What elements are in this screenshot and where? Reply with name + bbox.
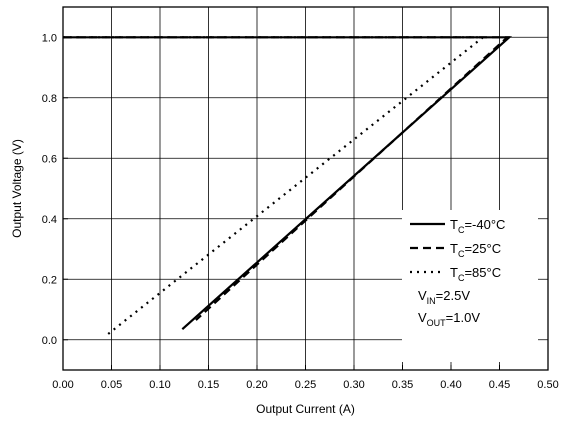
y-tick-label: 0.2 bbox=[42, 274, 57, 286]
x-tick-label: 0.00 bbox=[52, 379, 73, 391]
x-tick-label: 0.50 bbox=[537, 379, 558, 391]
series-line-dotted bbox=[63, 36, 487, 338]
x-tick-label: 0.10 bbox=[149, 379, 170, 391]
tick-labels: 0.00 0.05 0.10 0.15 0.20 0.25 0.30 0.35 0.40 0.45… bbox=[42, 32, 559, 391]
y-axis-title: Output Voltage (V) bbox=[10, 139, 24, 238]
legend: TC=-40°C TC=25°C TC=85°C VIN=2.5V VOUT=1… bbox=[402, 210, 538, 362]
legend-entry-tc-minus40: TC=-40°C bbox=[410, 217, 505, 235]
series-lines bbox=[63, 36, 513, 338]
annotation-vout: VOUT=1.0V bbox=[418, 310, 480, 328]
legend-box bbox=[402, 210, 538, 362]
x-tick-label: 0.05 bbox=[101, 379, 122, 391]
x-tick-label: 0.35 bbox=[392, 379, 413, 391]
y-tick-label: 0.8 bbox=[42, 93, 57, 105]
x-tick-label: 0.45 bbox=[489, 379, 510, 391]
legend-label: TC=-40°C bbox=[450, 217, 505, 235]
y-tick-label: 0.6 bbox=[42, 153, 57, 165]
x-axis-title: Output Current (A) bbox=[256, 402, 355, 416]
x-tick-label: 0.20 bbox=[246, 379, 267, 391]
y-tick-label: 0.4 bbox=[42, 214, 57, 226]
legend-label: TC=25°C bbox=[450, 241, 501, 259]
y-tick-label: 0.0 bbox=[42, 335, 57, 347]
x-tick-label: 0.40 bbox=[440, 379, 461, 391]
legend-label: TC=85°C bbox=[450, 265, 501, 283]
y-tick-label: 1.0 bbox=[42, 32, 57, 44]
grid bbox=[63, 7, 548, 370]
x-tick-label: 0.30 bbox=[343, 379, 364, 391]
legend-entry-tc-85: TC=85°C bbox=[410, 265, 501, 283]
x-tick-label: 0.25 bbox=[295, 379, 316, 391]
ticks bbox=[62, 36, 549, 370]
x-tick-label: 0.15 bbox=[198, 379, 219, 391]
legend-entry-tc-25: TC=25°C bbox=[410, 241, 501, 259]
annotation-vin: VIN=2.5V bbox=[418, 288, 470, 306]
